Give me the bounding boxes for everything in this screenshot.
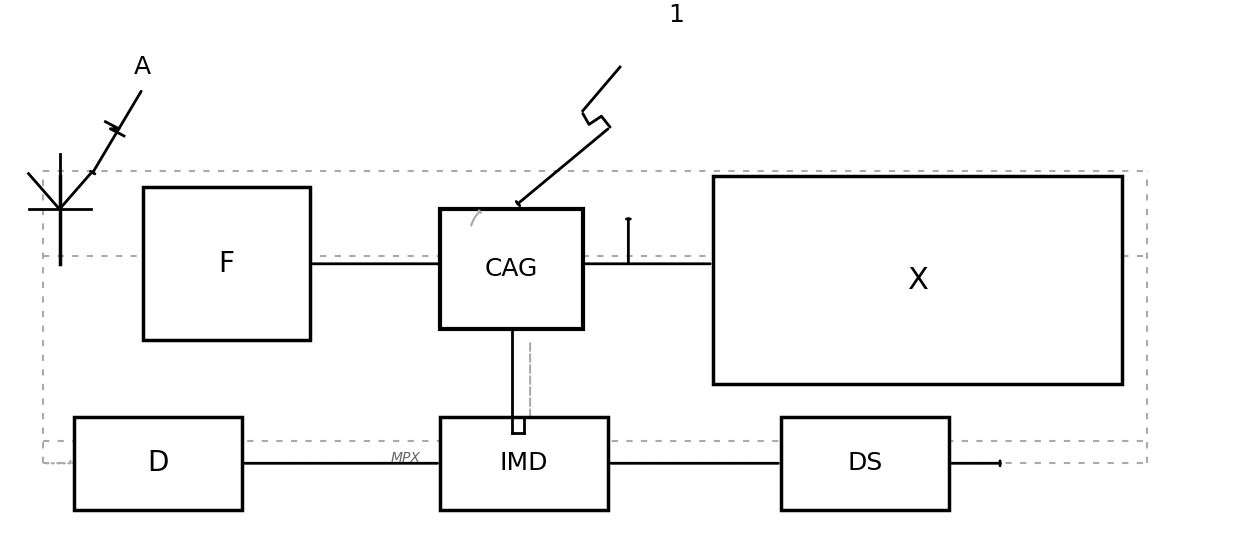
Text: A: A: [134, 55, 151, 79]
Bar: [440, 209, 583, 329]
Bar: [74, 417, 242, 510]
Bar: [713, 176, 1122, 384]
Text: F: F: [218, 250, 234, 278]
Text: DS: DS: [847, 452, 883, 475]
Text: MPX: MPX: [391, 451, 420, 465]
Bar: [440, 417, 608, 510]
Text: IMD: IMD: [500, 452, 548, 475]
Text: 1: 1: [668, 3, 683, 27]
Bar: [143, 187, 310, 340]
Text: X: X: [908, 266, 928, 295]
Text: CAG: CAG: [485, 257, 538, 281]
Text: D: D: [148, 449, 169, 477]
Bar: [781, 417, 949, 510]
